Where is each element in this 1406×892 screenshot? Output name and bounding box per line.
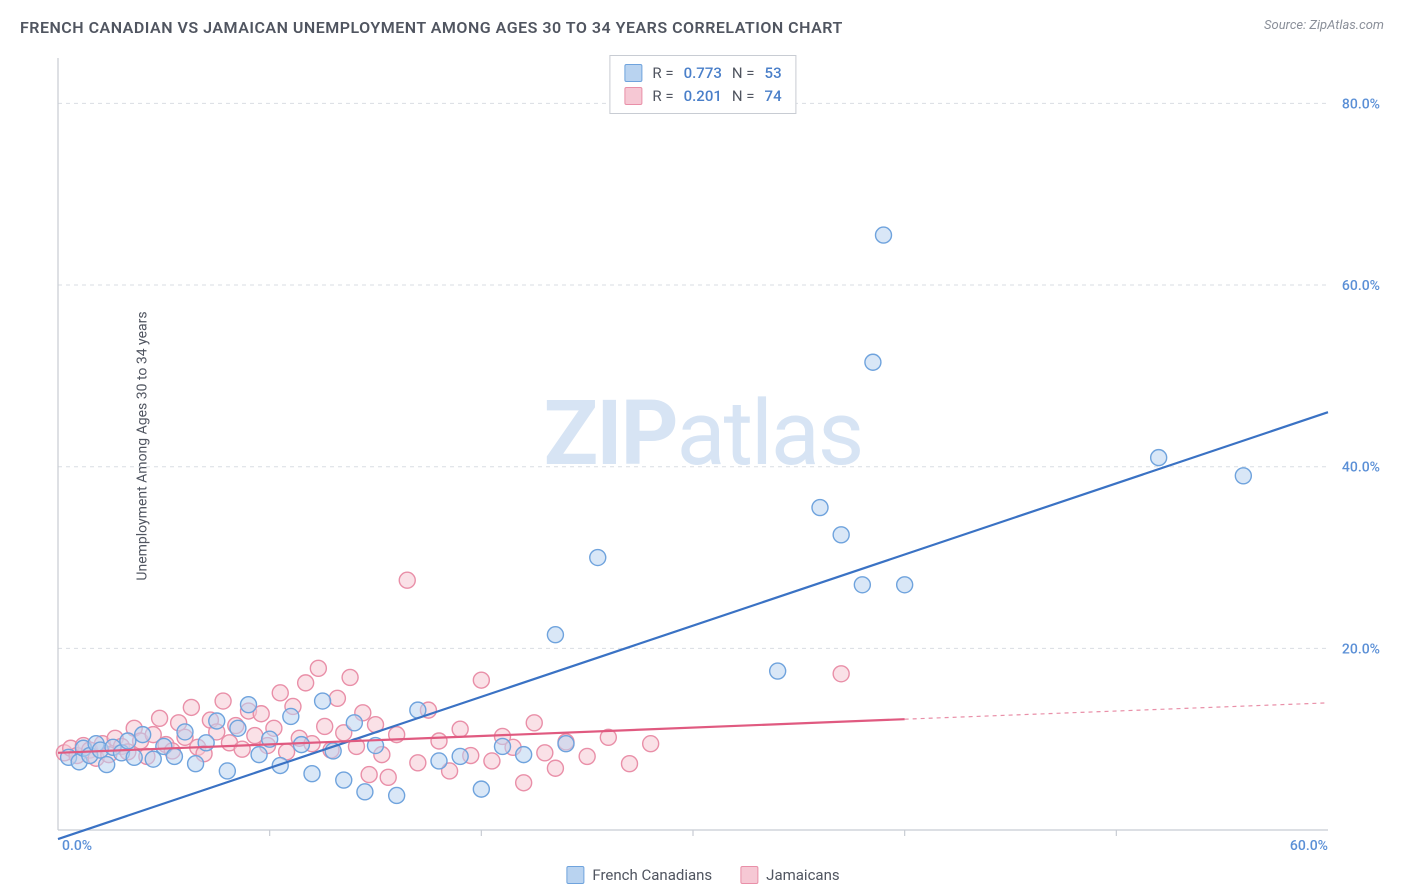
chart-svg: 20.0% 40.0% 60.0% 80.0% 0.0% 60.0% xyxy=(50,48,1388,852)
svg-text:80.0%: 80.0% xyxy=(1342,96,1380,112)
n-label: N = xyxy=(732,62,755,85)
r-label: R = xyxy=(652,85,673,108)
legend-label-french: French Canadians xyxy=(592,866,712,884)
bottom-legend: French Canadians Jamaicans xyxy=(566,866,839,884)
legend-swatch-french xyxy=(566,866,584,884)
r-value-french: 0.773 xyxy=(684,62,722,85)
plot-area: 20.0% 40.0% 60.0% 80.0% 0.0% 60.0% xyxy=(50,48,1388,852)
legend-swatch-jamaican xyxy=(740,866,758,884)
svg-text:0.0%: 0.0% xyxy=(62,838,92,852)
swatch-jamaican xyxy=(624,87,642,105)
stats-legend-box: R = 0.773 N = 53 R = 0.201 N = 74 xyxy=(609,55,796,114)
swatch-french xyxy=(624,64,642,82)
n-value-french: 53 xyxy=(765,62,782,85)
stats-row-jamaican: R = 0.201 N = 74 xyxy=(624,85,781,108)
legend-label-jamaican: Jamaicans xyxy=(766,866,839,884)
source-attribution: Source: ZipAtlas.com xyxy=(1264,18,1384,33)
svg-text:60.0%: 60.0% xyxy=(1290,838,1328,852)
chart-title: FRENCH CANADIAN VS JAMAICAN UNEMPLOYMENT… xyxy=(20,18,843,37)
n-value-jamaican: 74 xyxy=(765,85,782,108)
r-label: R = xyxy=(652,62,673,85)
svg-text:40.0%: 40.0% xyxy=(1342,460,1380,476)
svg-text:20.0%: 20.0% xyxy=(1342,641,1380,657)
stats-row-french: R = 0.773 N = 53 xyxy=(624,62,781,85)
legend-item-french: French Canadians xyxy=(566,866,712,884)
legend-item-jamaican: Jamaicans xyxy=(740,866,839,884)
n-label: N = xyxy=(732,85,755,108)
svg-text:60.0%: 60.0% xyxy=(1342,278,1380,294)
r-value-jamaican: 0.201 xyxy=(684,85,722,108)
